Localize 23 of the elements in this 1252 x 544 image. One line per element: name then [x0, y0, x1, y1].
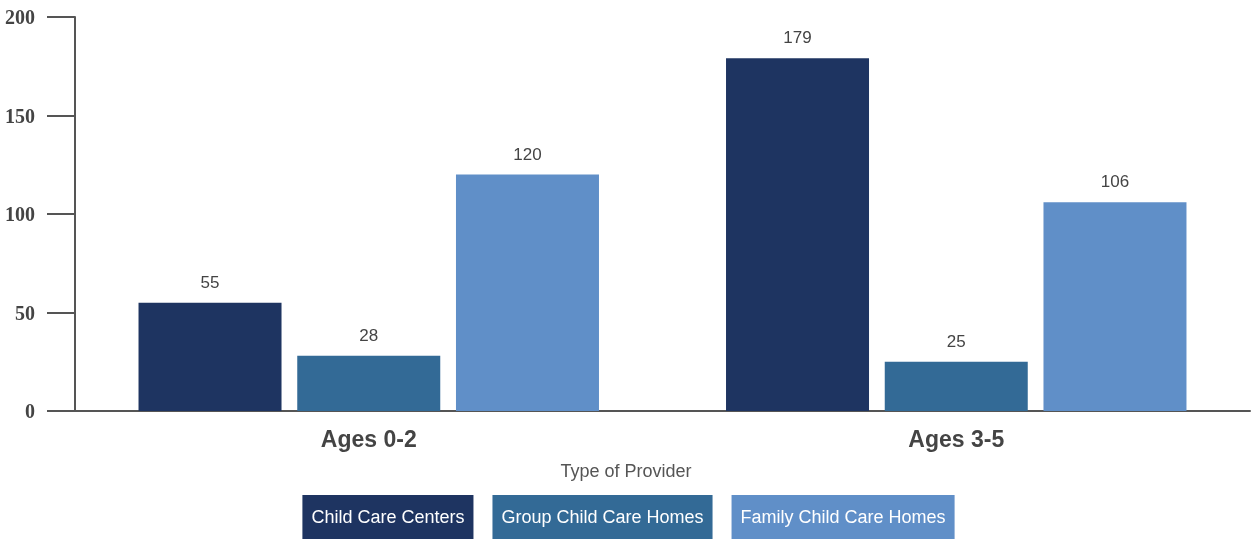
- data-label: 106: [1100, 172, 1130, 192]
- bar: [726, 58, 870, 411]
- legend-title: Type of Provider: [560, 461, 692, 481]
- data-label: 55: [200, 272, 220, 292]
- x-tick-label: Ages 0-2: [320, 425, 417, 452]
- y-tick-label: 200: [5, 6, 35, 28]
- bar: [1043, 202, 1187, 411]
- text: Group Child Care Homes: [501, 507, 704, 527]
- y-tick-label: 100: [5, 203, 35, 225]
- y-tick-label: 50: [15, 301, 35, 324]
- bar: [138, 302, 282, 411]
- y-tick-label: 0: [25, 400, 35, 422]
- text: Family Child Care Homes: [740, 507, 946, 527]
- data-label: 120: [513, 144, 542, 164]
- bar: [297, 355, 441, 411]
- data-label: 28: [359, 325, 379, 345]
- bar: [884, 361, 1028, 411]
- x-tick-label: Ages 3-5: [908, 425, 1005, 452]
- data-label: 25: [946, 331, 966, 351]
- bar: [455, 174, 599, 411]
- y-tick-label: 150: [5, 104, 35, 127]
- data-label: 179: [783, 28, 812, 48]
- text: Child Care Centers: [311, 507, 465, 527]
